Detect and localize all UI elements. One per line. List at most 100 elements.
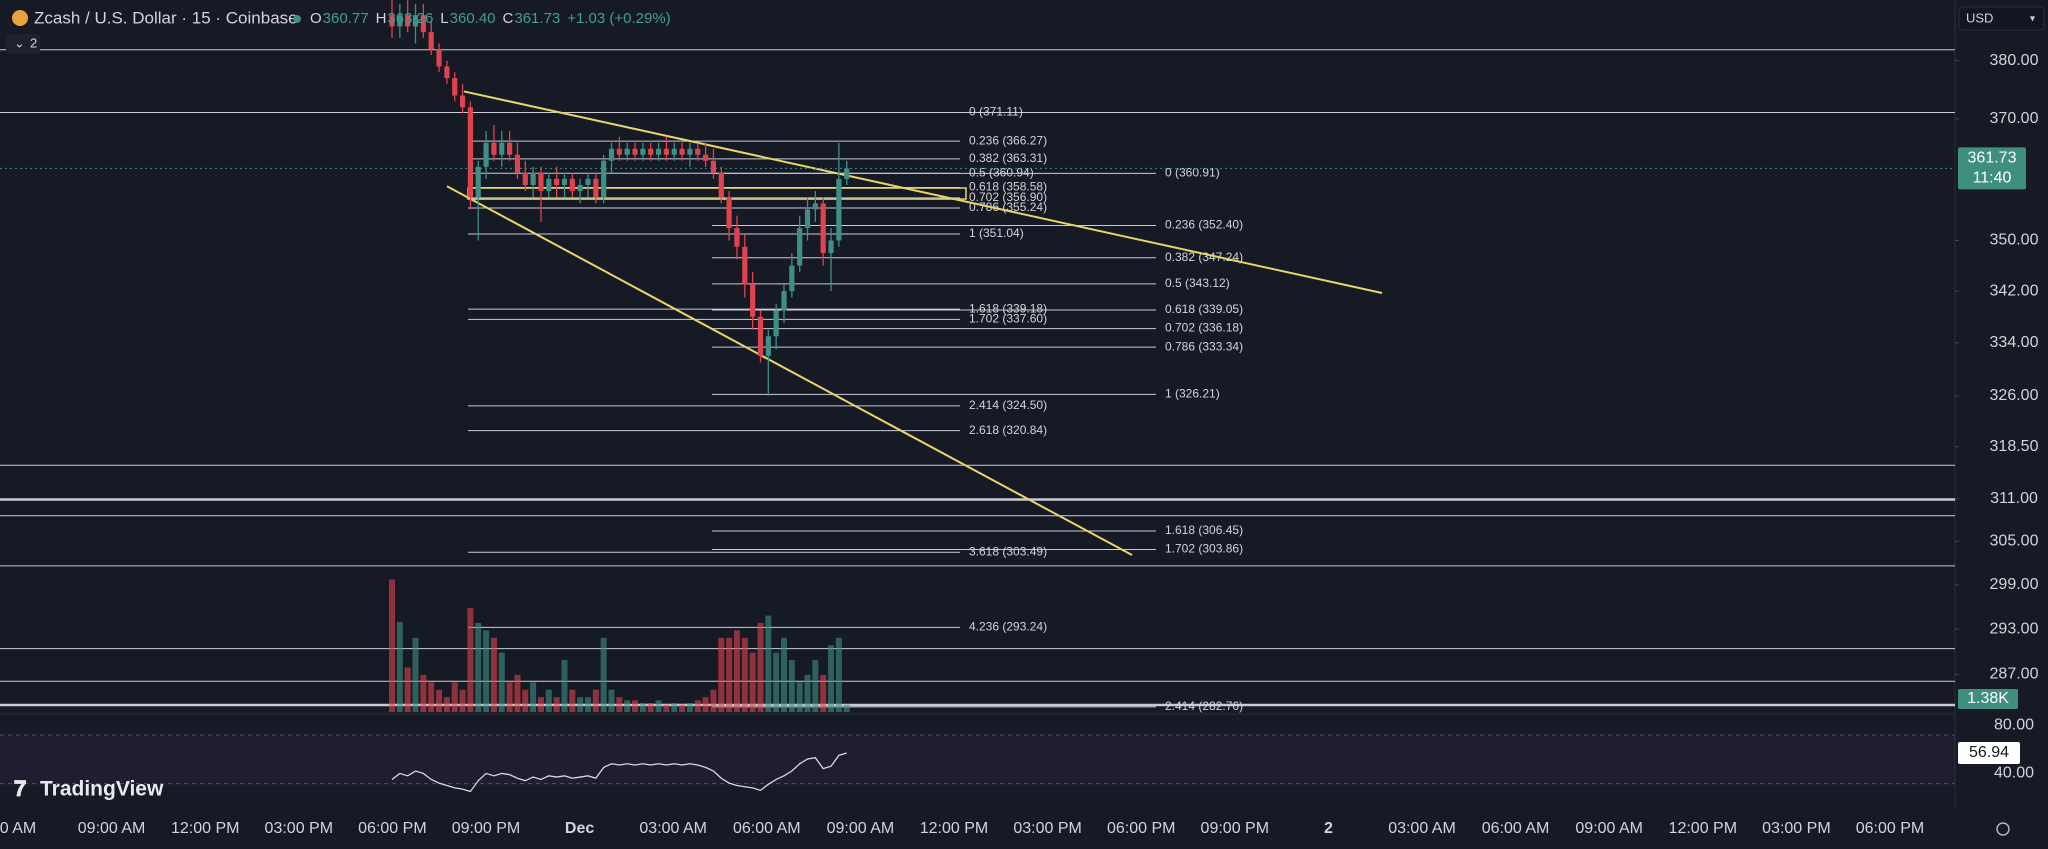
volume-bar — [812, 660, 819, 712]
fib-label: 0 (360.91) — [1165, 166, 1220, 180]
candle-body — [765, 336, 771, 356]
y-tick-label: 342.00 — [1990, 282, 2039, 299]
ohlc-key: L — [440, 10, 448, 27]
volume-bar — [749, 652, 756, 712]
candle-body — [781, 291, 787, 311]
time-label: Dec — [565, 820, 594, 837]
time-label: 12:00 PM — [920, 820, 988, 837]
candle-body — [459, 95, 466, 108]
ohlc-key: C — [503, 10, 514, 27]
volume-bar — [585, 697, 591, 712]
volume-bar — [530, 682, 537, 712]
volume-bar — [820, 674, 827, 712]
currency-dropdown[interactable] — [1958, 6, 2045, 31]
time-label: 09:00 PM — [452, 820, 520, 837]
volume-bar — [710, 689, 717, 712]
volume-bar — [522, 689, 529, 712]
candle-body — [569, 178, 575, 192]
candle-body — [561, 178, 568, 185]
currency[interactable]: USD — [1966, 10, 1993, 25]
time-label: 12:00 PM — [171, 820, 239, 837]
countdown: 11:40 — [1973, 170, 2012, 187]
volume-bar — [765, 615, 772, 712]
candle-body — [820, 203, 826, 254]
fib-label: 2.414 (282.76) — [1165, 699, 1243, 713]
candle-body — [640, 148, 646, 155]
fib-label: 0.5 (343.12) — [1165, 276, 1230, 290]
fib-label: 0 (371.11) — [969, 105, 1023, 119]
trendline — [446, 185, 1133, 556]
volume-bar — [726, 637, 733, 712]
candle-body — [828, 240, 834, 254]
volume-bar — [475, 622, 482, 712]
time-label: 12:00 PM — [1669, 820, 1737, 837]
y-tick-label: 380.00 — [1990, 52, 2039, 69]
y-tick-label: 287.00 — [1990, 666, 2039, 683]
volume-bar — [616, 697, 623, 712]
volume-bar — [647, 702, 654, 712]
volume-bar — [592, 689, 599, 712]
candle-body — [420, 15, 426, 33]
fib-label: 0.382 (347.24) — [1165, 250, 1243, 264]
candle-body — [608, 148, 615, 161]
volume-bar — [843, 704, 850, 712]
last-price-tag — [1958, 147, 2026, 190]
fib-label: 1.618 (306.45) — [1165, 523, 1243, 537]
candle-body — [538, 172, 544, 192]
time-label: 0 AM — [0, 820, 36, 837]
candle-body — [679, 148, 685, 155]
indicator-toggle[interactable] — [6, 34, 40, 54]
candle-body — [671, 148, 677, 155]
time-label: 06:00 PM — [1856, 820, 1924, 837]
fib-label: 1.702 (303.86) — [1165, 542, 1243, 556]
candle-body — [554, 178, 560, 185]
volume-bar — [498, 652, 505, 712]
settings-button[interactable] — [1996, 822, 2010, 836]
indicator-count[interactable]: 2 — [30, 35, 37, 50]
fib-label: 1.702 (337.60) — [969, 312, 1047, 326]
candle-body — [844, 168, 850, 179]
time-label: 03:00 PM — [1762, 820, 1830, 837]
symbol-icon — [12, 10, 28, 26]
volume-tag — [1958, 689, 2018, 709]
volume-bar — [396, 621, 403, 712]
y-tick-label: 311.00 — [1990, 490, 2038, 507]
ohlc-value: 360.77 — [323, 10, 369, 27]
y-tick-label: 334.00 — [1990, 334, 2039, 351]
volume-bar — [436, 689, 443, 712]
volume-bar — [624, 700, 631, 712]
candle-body — [812, 203, 818, 210]
rsi-tick-label: 40.00 — [1994, 765, 2034, 782]
candle-body — [655, 148, 662, 155]
trendline — [463, 90, 1383, 294]
candle-body — [514, 154, 521, 173]
fib-label: 0.702 (356.90) — [969, 190, 1047, 204]
volume-bar — [679, 704, 686, 712]
volume-bar — [663, 704, 670, 712]
fib-label: 2.414 (324.50) — [969, 398, 1047, 412]
volume-bar — [561, 660, 568, 712]
fib-label: 0.5 (360.94) — [969, 165, 1034, 179]
volume-bar — [773, 652, 780, 712]
brand: TradingView — [40, 778, 164, 801]
time-label: 03:00 AM — [1388, 820, 1456, 837]
candle-body — [836, 178, 842, 241]
fib-label: 0.236 (366.27) — [969, 133, 1047, 147]
brand-logo: 𝟕 — [14, 776, 27, 801]
ohlc-value: 360.40 — [450, 10, 496, 27]
volume-bar — [632, 700, 639, 712]
candle-body — [687, 148, 693, 155]
candle-body — [804, 209, 811, 229]
candle-body — [397, 15, 403, 27]
candle-body — [389, 15, 395, 27]
candle-body — [734, 228, 740, 247]
fib-label: 3.618 (303.49) — [969, 544, 1047, 558]
candle-body — [546, 178, 552, 192]
y-tick-label: 318.50 — [1990, 438, 2039, 455]
symbol-title: Zcash / U.S. Dollar · 15 · Coinbase — [34, 8, 298, 27]
volume-bar — [443, 697, 450, 712]
time-label: 09:00 AM — [1575, 820, 1643, 837]
candle-body — [452, 78, 458, 96]
